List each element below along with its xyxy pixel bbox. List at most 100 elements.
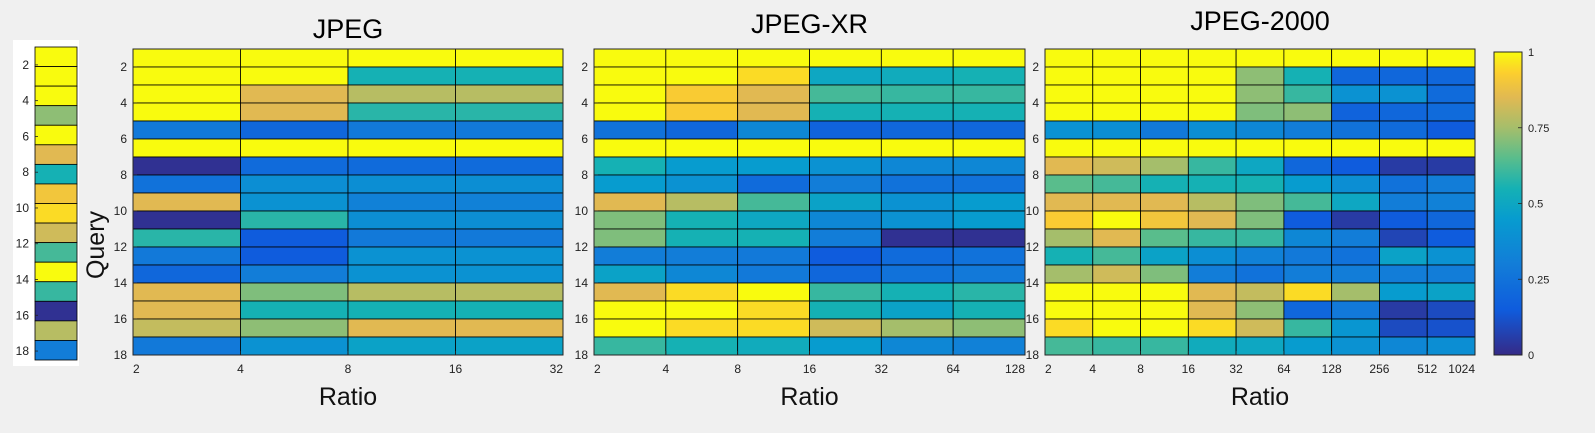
x-tick-label: 1024 xyxy=(1448,362,1475,376)
y-tick-label: 8 xyxy=(581,168,588,182)
heatmap-cell xyxy=(1283,192,1333,212)
heatmap-cell xyxy=(132,336,241,356)
heatmap-cell xyxy=(1331,264,1380,284)
heatmap-cell xyxy=(952,228,1026,248)
x-tick-label: 32 xyxy=(875,362,889,376)
heatmap-cell xyxy=(1044,120,1094,140)
heatmap-cell xyxy=(593,174,667,194)
heatmap-cell xyxy=(809,336,882,356)
heatmap-cell xyxy=(132,192,241,212)
heatmap-cell xyxy=(593,48,667,68)
heatmap-cell xyxy=(880,48,954,68)
heatmap-cell xyxy=(665,264,739,284)
x-tick-label: 2 xyxy=(1045,362,1052,376)
heatmap-cell xyxy=(1187,48,1237,68)
heatmap-cell xyxy=(593,210,667,230)
heatmap-cell xyxy=(809,300,882,320)
heatmap-cell xyxy=(1331,66,1380,86)
heatmap-cell xyxy=(455,192,564,212)
heatmap-cell xyxy=(1426,210,1476,230)
colorbar-tick-label: 0.25 xyxy=(1528,274,1549,286)
heatmap-cell xyxy=(809,120,882,140)
heatmap-cell xyxy=(593,246,667,266)
heatmap-cell xyxy=(737,318,810,338)
heatmap-cell xyxy=(952,300,1026,320)
heatmap-cell xyxy=(240,210,349,230)
heatmap-cell xyxy=(132,282,241,302)
panel-jpeg: 2 4 6 8 10 12 14 16 18 2 4 8 16 32 JPEG Ratio xyxy=(114,14,564,411)
heatmap-cell xyxy=(1235,102,1285,122)
y-tick-label: 16 xyxy=(1026,312,1040,326)
heatmap-cell xyxy=(1235,228,1285,248)
x-tick-label: 4 xyxy=(662,362,669,376)
reference-tick-label: 8 xyxy=(22,165,29,179)
reference-cell xyxy=(34,163,78,185)
heatmap-cell xyxy=(1235,138,1285,158)
heatmap-cell xyxy=(593,120,667,140)
reference-cell xyxy=(34,261,78,283)
heatmap-cell xyxy=(132,300,241,320)
heatmap-cell xyxy=(952,66,1026,86)
heatmap-cell xyxy=(1187,138,1237,158)
x-tick-label: 2 xyxy=(133,362,140,376)
heatmap-cell xyxy=(347,210,456,230)
heatmap-cell xyxy=(240,66,349,86)
heatmap-cell xyxy=(1426,336,1476,356)
heatmap-cell xyxy=(1092,264,1141,284)
heatmap-cell xyxy=(1044,48,1094,68)
heatmap-cell xyxy=(1140,264,1189,284)
heatmap-cell xyxy=(1187,156,1237,176)
heatmap-cell xyxy=(1187,210,1237,230)
heatmap-cell xyxy=(1379,246,1428,266)
heatmap-cell xyxy=(240,246,349,266)
heatmap-cell xyxy=(952,84,1026,104)
heatmap-cell xyxy=(880,120,954,140)
heatmap-cell xyxy=(1092,102,1141,122)
heatmap-cell xyxy=(1283,282,1333,302)
reference-cell xyxy=(34,203,78,224)
heatmap-cell xyxy=(737,66,810,86)
heatmap-cell xyxy=(593,282,667,302)
heatmap-cell xyxy=(455,282,564,302)
heatmap-cell xyxy=(240,174,349,194)
heatmap-cell xyxy=(1426,282,1476,302)
reference-tick-label: 6 xyxy=(22,129,29,143)
y-tick-label: 18 xyxy=(114,348,128,362)
heatmap-cell xyxy=(240,48,349,68)
heatmap-cell xyxy=(1283,66,1333,86)
heatmap-cell xyxy=(1235,48,1285,68)
heatmap-cell xyxy=(347,48,456,68)
heatmap-cell xyxy=(1283,84,1333,104)
heatmap-cell xyxy=(347,84,456,104)
heatmap-cell xyxy=(1187,228,1237,248)
heatmap-cell xyxy=(1379,282,1428,302)
heatmap-cell xyxy=(455,264,564,284)
y-tick-label: 12 xyxy=(1026,240,1040,254)
heatmap-cell xyxy=(1140,102,1189,122)
y-axis-label: Query xyxy=(82,210,110,279)
heatmap-cell xyxy=(132,66,241,86)
heatmap-cell xyxy=(240,336,349,356)
heatmap-cell xyxy=(737,84,810,104)
heatmap-cell xyxy=(1187,174,1237,194)
heatmap-cell xyxy=(1044,318,1094,338)
heatmap-cell xyxy=(880,336,954,356)
heatmap-cell xyxy=(1235,264,1285,284)
heatmap-cell xyxy=(737,174,810,194)
heatmap-cell xyxy=(952,318,1026,338)
heatmap-cell xyxy=(347,120,456,140)
panel-jpeg-2000: 2 4 6 8 10 12 14 16 18 2 4 8 16 32 64 128 256 512 1024 JPEG… xyxy=(1026,6,1476,411)
panel-title: JPEG xyxy=(313,14,384,44)
heatmap-cell xyxy=(1044,264,1094,284)
heatmap-cell xyxy=(455,210,564,230)
heatmap-cell xyxy=(347,174,456,194)
heatmap-cell xyxy=(593,300,667,320)
heatmap-cell xyxy=(880,66,954,86)
heatmap-cell xyxy=(809,318,882,338)
y-tick-label: 10 xyxy=(575,204,589,218)
heatmap-cell xyxy=(1379,228,1428,248)
heatmap-cell xyxy=(665,120,739,140)
heatmap-cell xyxy=(347,192,456,212)
reference-tick-label: 2 xyxy=(22,58,29,72)
